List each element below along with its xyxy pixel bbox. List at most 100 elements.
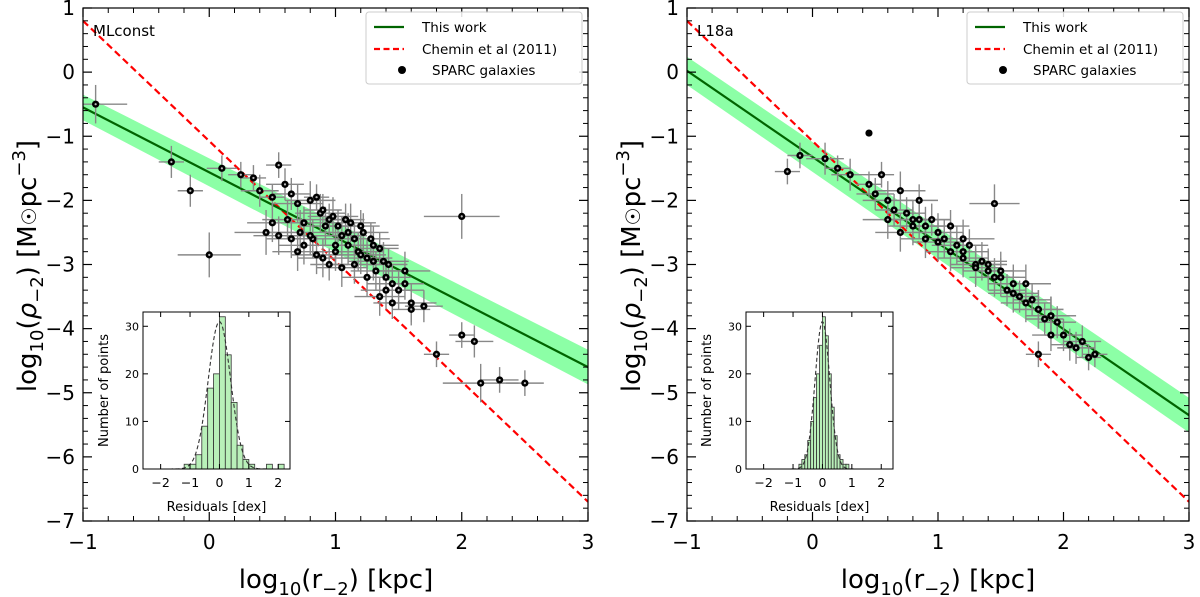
galaxy-point-center (290, 237, 293, 240)
y-tick-label: −6 (46, 445, 75, 469)
galaxy-point-center (384, 276, 388, 279)
inset-x-tick-label: −1 (181, 475, 199, 490)
galaxy-point-center (369, 237, 372, 240)
inset-y-label: Number of points (700, 334, 715, 447)
galaxy-point-center (296, 250, 299, 253)
histogram-bar (833, 435, 838, 470)
galaxy-point-center (397, 289, 400, 292)
galaxy-point-center (302, 244, 306, 247)
y-axis-label: log10(ρ−2) [M☉pc−3] (9, 140, 48, 392)
x-tick-label: 2 (1057, 530, 1070, 554)
galaxy-point-center (384, 289, 388, 292)
tick-labels: −1 0 1 2 310−1−2−3−4−5−6−7 (650, 0, 1196, 554)
histogram-bar (810, 421, 815, 470)
galaxy-point-center (479, 382, 482, 385)
galaxy-point-center (94, 103, 97, 106)
galaxy-point-center (271, 221, 274, 224)
inset-x-label: Residuals [dex] (770, 500, 870, 515)
x-tick-label: −1 (68, 530, 97, 554)
legend-swatch-sparc (999, 66, 1007, 74)
galaxy-point-center (1062, 333, 1065, 337)
galaxy-point-center (1005, 289, 1009, 292)
galaxy-point-center (347, 244, 350, 247)
galaxy-point-center (1068, 343, 1071, 346)
tick-labels: −1 0 1 2 310−1−2−3−4−5−6−7 (46, 0, 595, 554)
galaxy-point-center (962, 256, 965, 260)
legend: This work Chemin et al (2011) SPARC gala… (365, 11, 583, 85)
y-tick-label: −1 (650, 124, 679, 148)
galaxy-point-center (1056, 321, 1059, 324)
galaxy-point-center (1031, 298, 1034, 301)
inset-x-tick-label: 0 (818, 475, 826, 490)
galaxy-point-center (208, 253, 211, 256)
histogram-bar (242, 459, 250, 470)
galaxy-point-center (460, 333, 463, 337)
galaxy-point-center (353, 237, 356, 240)
galaxy-point-center (974, 266, 977, 269)
galaxy-point-center (349, 221, 352, 224)
galaxy-point-center (1018, 295, 1021, 298)
inset-x-tick-label: 1 (848, 475, 856, 490)
galaxy-point-center (309, 199, 312, 202)
legend-entry-chemin: Chemin et al (2011) (1023, 42, 1158, 58)
galaxy-point-center (962, 237, 965, 240)
y-tick-label: 0 (62, 60, 75, 84)
inset-x-label: Residuals [dex] (167, 500, 267, 515)
galaxy-point-center (315, 253, 318, 256)
x-tick-label: 3 (582, 530, 595, 554)
galaxy-point-center (277, 234, 280, 237)
histogram-bar (224, 354, 232, 470)
galaxy-point-center (924, 224, 927, 228)
gaussian-fit-curve (746, 321, 893, 470)
galaxy-point-center (309, 234, 312, 237)
galaxy-point-center (999, 269, 1002, 273)
galaxy-point-center (365, 276, 369, 279)
x-tick-label: 2 (455, 530, 468, 554)
inset-x-tick-label: 1 (245, 475, 253, 490)
y-tick-label: −7 (650, 509, 679, 533)
galaxy-point-center (321, 256, 324, 260)
inset-y-tick-label: 30 (728, 320, 742, 333)
y-tick-label: −1 (46, 124, 75, 148)
legend-box (365, 11, 583, 85)
galaxy-point-center (911, 224, 915, 228)
galaxy-point (865, 129, 873, 137)
sparc-galaxy-points (774, 129, 1108, 371)
inset-y-tick-label: 20 (125, 368, 139, 381)
x-tick-label: 1 (329, 530, 342, 554)
legend: This work Chemin et al (2011) SPARC gala… (966, 11, 1184, 85)
y-tick-label: −4 (650, 317, 679, 341)
legend-entry-chemin: Chemin et al (2011) (422, 42, 557, 58)
galaxy-point-center (324, 224, 327, 228)
inset-x-tick-label: 0 (215, 475, 223, 490)
galaxy-point-center (498, 378, 501, 382)
galaxy-point-center (391, 282, 394, 285)
galaxy-point-center (410, 308, 413, 311)
y-tick-label: −2 (46, 188, 75, 212)
inset-y-tick-label: 0 (132, 463, 139, 476)
gaussian-path (746, 321, 893, 470)
inset-x-tick-label: −2 (151, 475, 169, 490)
galaxy-point-center (993, 276, 996, 279)
histogram-bar (827, 373, 832, 470)
panel-left: −1 0 1 2 310−1−2−3−4−5−6−7 MLconst This work… (9, 0, 594, 597)
histogram-bar (219, 316, 226, 470)
inset-y-tick-label: 10 (125, 415, 139, 428)
legend-entry-this-work: This work (1022, 20, 1088, 36)
galaxy-point-center (340, 234, 343, 237)
galaxy-point-center (460, 215, 463, 218)
galaxy-point-center (874, 192, 877, 196)
galaxy-point-center (1074, 346, 1078, 349)
panel-right: −1 0 1 2 310−1−2−3−4−5−6−7 L18a This work Ch… (613, 0, 1195, 597)
galaxy-point-center (340, 266, 343, 269)
galaxy-point-center (296, 202, 299, 205)
inset-y-label: Number of points (97, 334, 112, 447)
galaxy-point-center (239, 173, 242, 176)
inset-y-tick-label: 0 (735, 463, 742, 476)
inset-x-tick-label: −2 (754, 475, 772, 490)
galaxy-point-center (918, 199, 921, 202)
x-tick-label: 0 (806, 530, 819, 554)
histogram-bar (277, 463, 285, 470)
galaxy-point-center (849, 173, 852, 176)
galaxy-point-center (378, 247, 381, 250)
